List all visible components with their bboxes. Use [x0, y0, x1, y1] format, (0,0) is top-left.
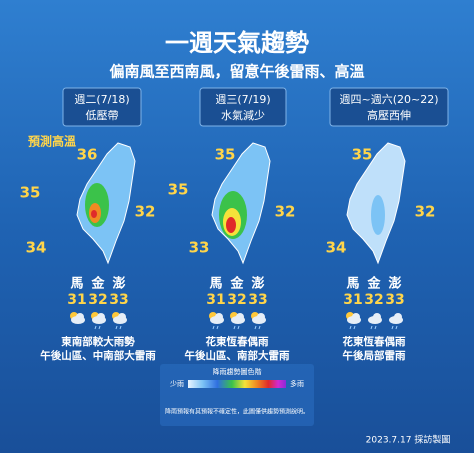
temperature: 34: [26, 239, 47, 257]
island-name: 馬: [209, 277, 222, 292]
rain: [94, 325, 101, 330]
weather-icon: [209, 312, 224, 330]
legend-high: 多雨: [290, 379, 304, 388]
temperature: 32: [415, 203, 436, 221]
legend-low: 少雨: [170, 380, 184, 388]
islands: 馬31金32澎33東南部較大雨勢午後山區、中南部大雷雨馬31金32澎33花東恆春…: [40, 276, 406, 363]
island-temp: 31: [206, 292, 225, 308]
temperature: 35: [168, 181, 189, 199]
temperature: 33: [189, 239, 210, 257]
rain: [391, 325, 398, 330]
island-name: 金: [229, 276, 244, 292]
temperature: 36: [77, 146, 98, 164]
rain: [115, 325, 122, 330]
island-temp: 32: [364, 292, 383, 308]
island-name: 金: [366, 276, 381, 292]
island-temp: 33: [248, 292, 267, 308]
island-temp: 32: [88, 292, 107, 308]
weather-icon: [251, 312, 266, 330]
weather-icon: [112, 312, 127, 330]
rain-area: [91, 210, 97, 218]
weather-icon: [91, 312, 106, 330]
island-name: 金: [90, 276, 105, 292]
panel-day: 週二(7/18): [74, 93, 129, 106]
title: 一週天氣趨勢: [165, 29, 309, 57]
weather-note: 午後局部雷雨: [343, 349, 406, 362]
legend-box: [160, 364, 314, 426]
cloud: [257, 313, 265, 321]
island-temp: 31: [343, 292, 362, 308]
forecast-label: 預測高溫: [28, 134, 76, 149]
panel-system: 低壓帶: [86, 109, 119, 122]
cloud: [215, 313, 223, 321]
temperature: 35: [20, 184, 41, 202]
rain: [254, 325, 261, 330]
weather-icon: [230, 312, 245, 330]
cloud: [97, 313, 105, 321]
weather-icon: [368, 313, 382, 330]
island-name: 澎: [112, 276, 125, 292]
island-temp: 33: [385, 292, 404, 308]
temperature: 35: [215, 146, 236, 164]
weather-icon: [70, 312, 85, 324]
rain: [370, 325, 377, 330]
island-name: 馬: [70, 277, 83, 292]
cloud: [236, 313, 244, 321]
weather-icon: [346, 312, 361, 330]
panel-system: 水氣減少: [221, 108, 265, 122]
panel-day: 週四~週六(20~22): [339, 93, 438, 106]
island-name: 澎: [388, 276, 401, 292]
weather-note: 東南部較大雨勢: [61, 335, 135, 348]
temperature: 35: [352, 146, 373, 164]
cloud: [394, 313, 402, 321]
cloud: [352, 313, 360, 321]
rain: [349, 325, 356, 330]
rain-area: [226, 217, 236, 233]
rain: [212, 325, 219, 330]
island-temp: 31: [67, 292, 86, 308]
rain-area: [371, 195, 385, 235]
weather-note: 午後山區、南部大雷雨: [185, 349, 290, 362]
cloud: [118, 313, 126, 321]
rain: [233, 325, 240, 330]
temperature: 32: [135, 203, 156, 221]
island-temp: 32: [227, 292, 246, 308]
panel-system: 高壓西伸: [367, 108, 411, 122]
legend-title: 降雨趨勢圖色階: [213, 367, 262, 376]
cloud: [76, 313, 84, 321]
weather-note: 午後山區、中南部大雷雨: [40, 349, 156, 362]
temperature: 34: [326, 239, 347, 257]
weather-icon: [389, 313, 403, 330]
island-name: 馬: [346, 277, 359, 292]
weather-note: 花東恆春偶雨: [343, 335, 406, 348]
cloud: [373, 313, 381, 321]
island-name: 澎: [251, 276, 264, 292]
panel-header: [62, 87, 142, 127]
footer: 2023.7.17 採訪製圖: [366, 434, 451, 446]
panel-header: [329, 87, 449, 127]
weather-note: 花東恆春偶雨: [206, 335, 269, 348]
temperature: 32: [275, 203, 296, 221]
panel-day: 週三(7/19): [215, 93, 270, 106]
subtitle: 偏南風至西南風，留意午後雷雨、高溫: [109, 63, 364, 81]
legend-scale: [188, 380, 286, 388]
disclaimer: 降雨預報有其預報不確定性，此圖僅供趨勢預測說明。: [165, 408, 309, 416]
island-temp: 33: [109, 292, 128, 308]
panel-header: [199, 87, 287, 127]
